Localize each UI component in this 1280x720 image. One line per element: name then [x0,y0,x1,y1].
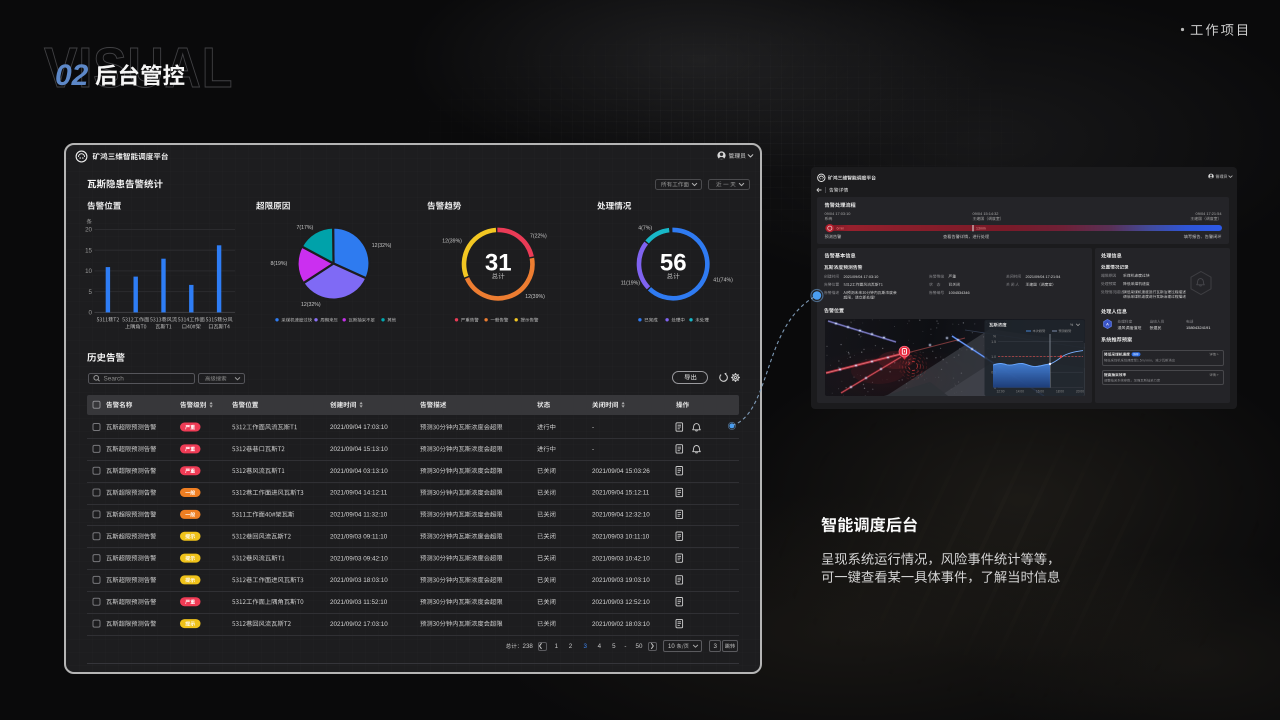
svg-text:2021/09/03 09:11:10: 2021/09/03 09:11:10 [330,533,388,540]
svg-text:41(74%): 41(74%) [713,277,733,283]
svg-text:3: 3 [713,643,717,650]
svg-text:2021/09/04 17:21:54: 2021/09/04 17:21:54 [1026,275,1061,279]
svg-text:2021/09/04 15:12:11: 2021/09/04 15:12:11 [592,490,650,497]
svg-text:16:00: 16:00 [1036,390,1044,394]
svg-text:1.5: 1.5 [991,340,996,344]
svg-text:15: 15 [85,247,92,254]
svg-text:7(22%): 7(22%) [530,234,547,240]
svg-text:1.0: 1.0 [991,355,996,359]
svg-text:238: 238 [523,643,534,650]
svg-text:2021/09/03 12:52:10: 2021/09/03 12:52:10 [592,599,650,606]
svg-text:2021/09/04 17:03:10: 2021/09/04 17:03:10 [844,275,879,279]
svg-text:5: 5 [89,289,93,296]
svg-text:20: 20 [85,227,92,234]
svg-text:A: A [1106,322,1109,327]
svg-text:2021/09/04 14:12:11: 2021/09/04 14:12:11 [330,490,388,497]
svg-text:-: - [592,446,594,453]
svg-text:8(19%): 8(19%) [271,261,288,267]
svg-text:2021/09/04 11:32:10: 2021/09/04 11:32:10 [330,512,388,519]
svg-text:18:00: 18:00 [1056,390,1064,394]
svg-text:2021/09/03 10:11:10: 2021/09/03 10:11:10 [592,533,650,540]
svg-text:2021/09/04 03:13:10: 2021/09/04 03:13:10 [330,468,388,475]
svg-text:1004534346: 1004534346 [949,291,970,295]
svg-text:12(32%): 12(32%) [301,302,321,308]
svg-text:12(39%): 12(39%) [525,294,545,300]
svg-text:1: 1 [555,643,559,650]
svg-text:12:00: 12:00 [997,390,1005,394]
svg-text:%: % [993,334,996,338]
svg-text:10: 10 [85,268,92,275]
svg-text:10: 10 [668,644,675,650]
svg-text:0: 0 [994,386,996,390]
svg-text:56: 56 [660,250,687,277]
svg-text:15804324191: 15804324191 [1186,325,1211,330]
svg-text:%: % [1070,323,1074,327]
svg-text:4(7%): 4(7%) [638,225,652,231]
svg-text:2: 2 [569,643,573,650]
svg-text:2021/09/03 11:52:10: 2021/09/03 11:52:10 [330,599,388,606]
svg-text:7(17%): 7(17%) [297,225,314,231]
svg-text:2021/09/04 17:03:10: 2021/09/04 17:03:10 [330,424,388,431]
svg-text:6min: 6min [837,227,845,231]
svg-text:20:00: 20:00 [1076,390,1084,394]
svg-text:-: - [624,643,626,650]
svg-text:3: 3 [583,643,587,650]
svg-text:11(19%): 11(19%) [621,281,640,287]
svg-text:5: 5 [612,643,616,650]
svg-text:2021/09/04 12:32:10: 2021/09/04 12:32:10 [592,512,650,519]
svg-text:0: 0 [89,310,93,317]
svg-text:2021/09/03 09:42:10: 2021/09/03 09:42:10 [330,555,388,562]
svg-text:2021/09/04 15:03:26: 2021/09/04 15:03:26 [592,468,650,475]
svg-text:2021/09/02 18:03:10: 2021/09/02 18:03:10 [592,621,650,628]
svg-text:13min: 13min [976,227,986,231]
svg-text:4: 4 [598,643,602,650]
svg-text:09/04 17:03:10: 09/04 17:03:10 [825,211,852,216]
svg-text:2021/09/04 15:13:10: 2021/09/04 15:13:10 [330,446,388,453]
svg-text:31: 31 [485,250,512,277]
svg-text:14:00: 14:00 [1016,390,1024,394]
svg-text:-: - [592,424,594,431]
svg-text:2021/09/03 18:03:10: 2021/09/03 18:03:10 [330,577,388,584]
svg-text:50: 50 [636,643,643,650]
svg-text:2021/09/03 19:03:10: 2021/09/03 19:03:10 [592,577,650,584]
svg-text:12(32%): 12(32%) [372,243,392,249]
svg-text:12(39%): 12(39%) [442,238,462,244]
svg-text:2021/09/02 17:03:10: 2021/09/02 17:03:10 [330,621,388,628]
svg-text:09/04 17:21:54: 09/04 17:21:54 [1196,211,1223,216]
svg-text:09/04 15:14:32: 09/04 15:14:32 [973,211,999,216]
svg-text:2021/09/03 10:42:10: 2021/09/03 10:42:10 [592,555,650,562]
svg-text:Search: Search [104,376,125,383]
